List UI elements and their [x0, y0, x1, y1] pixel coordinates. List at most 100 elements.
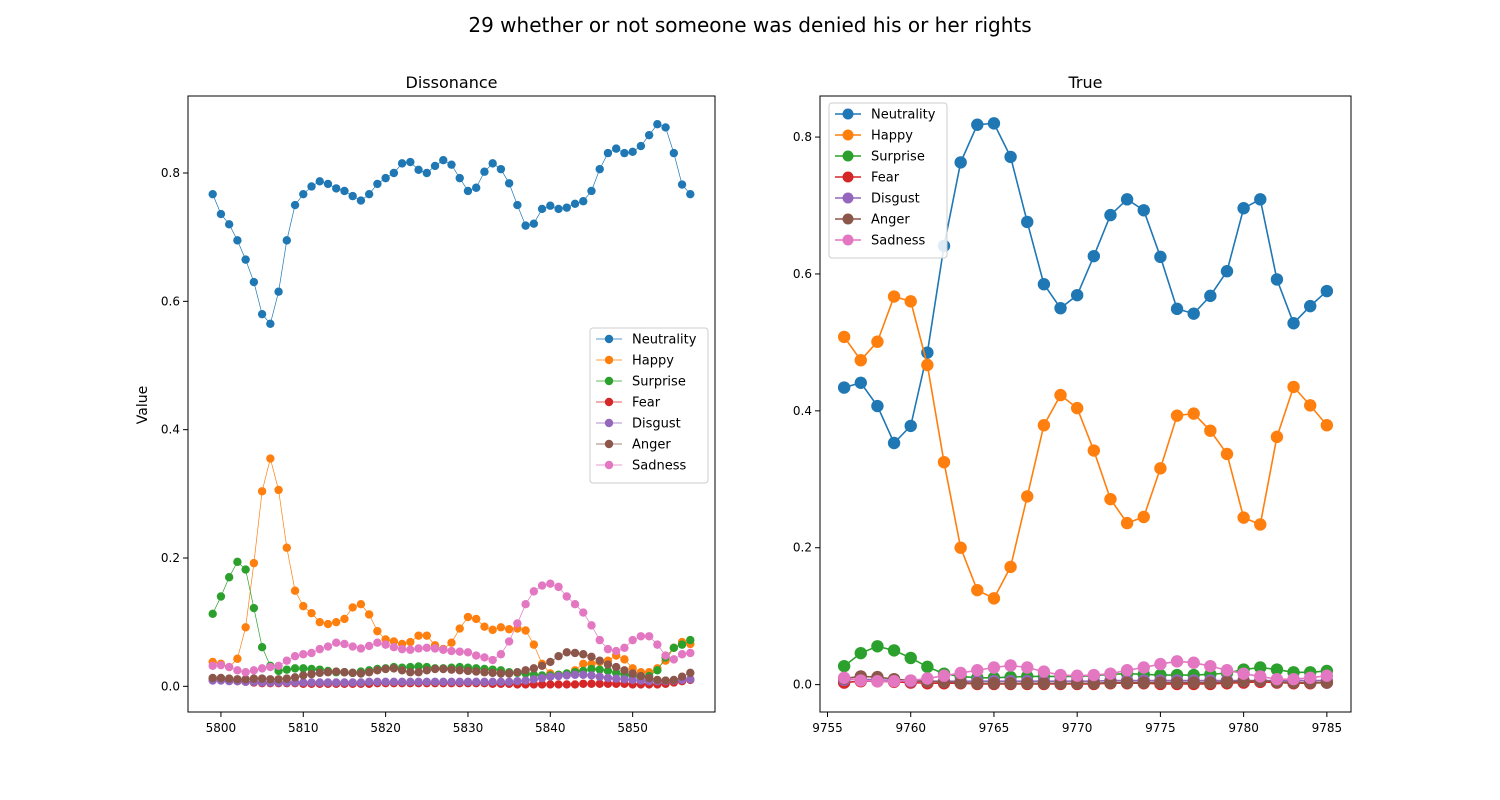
data-point-sadness — [887, 675, 901, 688]
data-point-sadness — [233, 666, 242, 675]
data-point-neutrality — [290, 200, 300, 210]
data-point-surprise — [837, 659, 851, 673]
data-point-surprise — [854, 646, 867, 660]
data-point-neutrality — [669, 148, 679, 158]
data-point-neutrality — [587, 186, 596, 196]
data-point-sadness — [1254, 670, 1267, 683]
data-point-anger — [274, 675, 283, 684]
data-point-happy — [356, 600, 366, 609]
data-point-neutrality — [513, 200, 522, 210]
data-point-anger — [488, 668, 497, 678]
data-point-neutrality — [422, 168, 431, 178]
data-point-neutrality — [1220, 265, 1234, 278]
data-point-happy — [233, 654, 242, 663]
data-point-disgust — [488, 677, 497, 687]
data-point-anger — [307, 669, 316, 679]
x-tick-label: 9785 — [1312, 721, 1343, 735]
data-point-sadness — [971, 664, 984, 677]
data-point-happy — [529, 640, 539, 649]
y-tick-label: 0.8 — [161, 166, 180, 180]
data-point-neutrality — [1120, 193, 1134, 206]
data-point-disgust — [315, 678, 324, 687]
data-point-anger — [422, 666, 431, 675]
data-point-happy — [1237, 511, 1250, 524]
data-point-surprise — [282, 665, 292, 674]
data-point-neutrality — [299, 189, 308, 199]
data-point-happy — [1270, 430, 1284, 444]
legend-marker-happy — [604, 355, 614, 365]
data-point-sadness — [455, 647, 464, 656]
data-point-sadness — [216, 660, 226, 670]
y-tick-label: 0.2 — [793, 541, 812, 555]
series-line-happy — [843, 295, 1328, 600]
data-point-anger — [282, 674, 292, 683]
data-point-happy — [1021, 490, 1034, 503]
data-point-sadness — [447, 646, 456, 656]
data-point-anger — [430, 664, 440, 674]
data-point-happy — [299, 601, 308, 611]
data-point-sadness — [513, 619, 522, 628]
data-point-sadness — [854, 674, 867, 687]
data-point-anger — [1204, 676, 1217, 689]
chart-title-true: True — [1068, 73, 1103, 92]
data-point-anger — [636, 671, 646, 681]
data-point-sadness — [1054, 668, 1067, 682]
data-point-happy — [620, 655, 629, 664]
data-point-neutrality — [887, 436, 901, 450]
data-point-disgust — [587, 671, 596, 680]
data-point-anger — [537, 661, 547, 670]
data-point-sadness — [587, 621, 596, 630]
data-point-disgust — [430, 677, 440, 687]
data-point-sadness — [871, 675, 884, 688]
data-point-happy — [971, 583, 984, 597]
legend-marker-neutrality — [604, 334, 614, 344]
data-point-sadness — [1204, 659, 1217, 673]
data-point-happy — [1137, 510, 1150, 524]
y-tick-label: 0.4 — [161, 423, 180, 437]
data-point-anger — [644, 673, 654, 683]
data-point-happy — [257, 487, 267, 496]
data-point-happy — [1087, 444, 1101, 457]
data-point-fear — [603, 679, 613, 688]
x-tick-label: 9775 — [1145, 721, 1176, 735]
data-point-disgust — [406, 677, 415, 687]
data-point-anger — [513, 668, 522, 677]
data-point-anger — [439, 664, 448, 674]
data-point-neutrality — [1070, 288, 1084, 302]
data-point-sadness — [570, 600, 580, 609]
data-point-neutrality — [307, 182, 316, 191]
data-point-anger — [348, 668, 357, 678]
legend-marker-sadness — [842, 234, 854, 246]
data-point-sadness — [669, 655, 679, 664]
data-point-sadness — [1154, 657, 1167, 671]
legend-label-happy: Happy — [871, 129, 913, 144]
data-point-surprise — [1270, 663, 1284, 676]
data-point-sadness — [537, 581, 547, 590]
y-tick-label: 0.6 — [161, 294, 180, 308]
data-point-happy — [290, 586, 300, 595]
data-point-fear — [554, 680, 563, 689]
data-point-disgust — [439, 677, 448, 687]
data-point-neutrality — [274, 287, 283, 296]
data-point-sadness — [389, 642, 399, 652]
data-point-happy — [373, 626, 382, 636]
data-point-sadness — [472, 651, 481, 660]
data-point-sadness — [224, 662, 234, 672]
data-point-neutrality — [430, 161, 440, 171]
x-tick-label: 9765 — [979, 721, 1010, 735]
data-point-anger — [669, 675, 679, 685]
x-tick-label: 9755 — [812, 721, 843, 735]
data-point-anger — [340, 668, 349, 677]
chart-dissonance: Dissonance Value 5800 5810 5820 5830 5840 585… — [135, 73, 716, 735]
data-point-anger — [299, 671, 308, 680]
data-point-happy — [854, 354, 867, 367]
data-point-neutrality — [521, 221, 530, 230]
data-point-neutrality — [954, 156, 967, 169]
data-point-neutrality — [348, 191, 357, 201]
data-point-neutrality — [1320, 284, 1334, 298]
data-point-anger — [216, 673, 226, 683]
data-point-surprise — [611, 668, 621, 678]
data-point-anger — [447, 665, 456, 674]
data-point-disgust — [686, 675, 695, 684]
legend-true: Neutrality Happy Surprise Fear Disgust Anger S… — [828, 102, 948, 259]
